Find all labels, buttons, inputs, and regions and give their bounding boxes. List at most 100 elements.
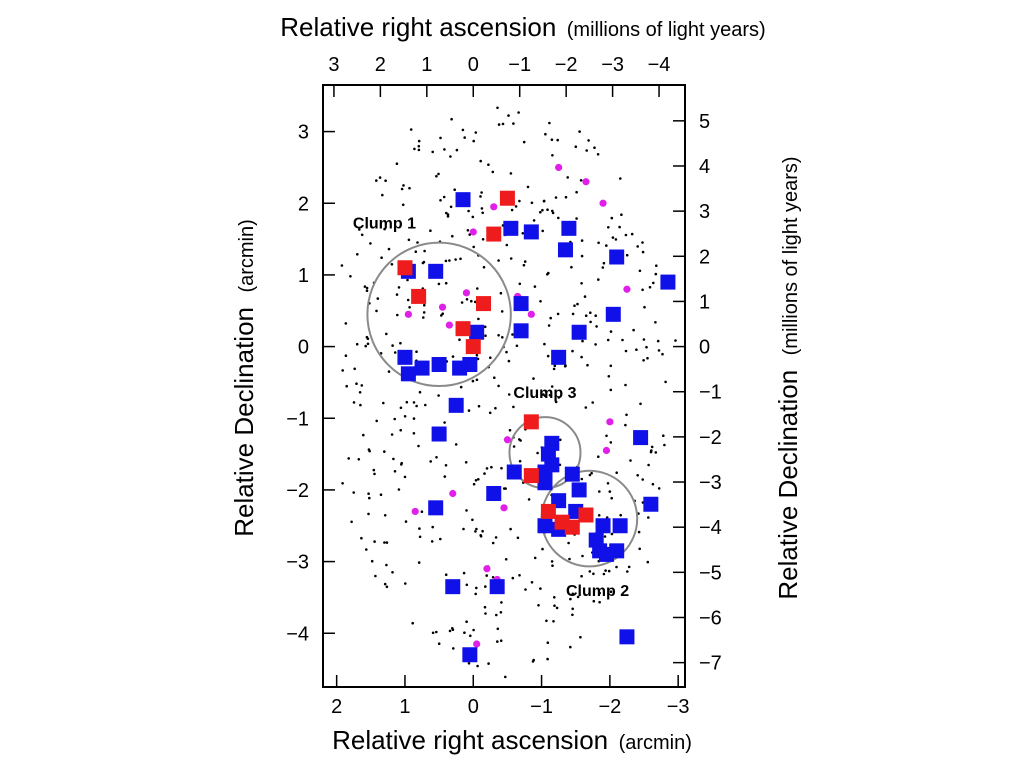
galaxy-dot	[465, 509, 468, 512]
galaxy-dot	[358, 391, 362, 394]
blue-square-point	[400, 366, 416, 382]
galaxy-dot	[642, 338, 646, 341]
left-tick-label: 2	[298, 193, 309, 215]
galaxy-dot	[524, 588, 527, 591]
red-square-point	[486, 226, 502, 242]
left-tick-label: −4	[286, 623, 309, 645]
galaxy-dot	[554, 196, 558, 199]
magenta-dot-point	[527, 310, 535, 318]
galaxy-dot	[487, 163, 490, 166]
galaxy-dot	[632, 328, 635, 332]
galaxy-dot	[609, 590, 613, 593]
galaxy-dot	[518, 282, 522, 286]
galaxy-dot	[414, 250, 418, 253]
top-axis-title-main: Relative right ascension	[280, 12, 556, 42]
blue-square-point	[486, 486, 502, 501]
magenta-dot-point	[503, 436, 512, 444]
galaxy-dot	[550, 385, 554, 388]
galaxy-dot	[397, 286, 401, 289]
blue-square-point	[619, 629, 635, 645]
galaxy-dot	[357, 458, 361, 461]
galaxy-dot	[587, 139, 590, 142]
galaxy-dot	[471, 215, 475, 219]
galaxy-dot	[522, 140, 526, 144]
galaxy-dot	[514, 205, 518, 208]
galaxy-dot	[610, 216, 614, 220]
galaxy-dot	[611, 236, 615, 239]
galaxy-dot	[370, 559, 374, 563]
galaxy-dot	[352, 491, 356, 494]
galaxy-dot	[489, 356, 492, 360]
galaxy-dot	[580, 239, 584, 242]
galaxy-dot	[384, 179, 387, 182]
galaxy-dot	[378, 176, 382, 179]
galaxy-dot	[545, 619, 548, 623]
galaxy-dot	[521, 232, 525, 235]
bottom-tick-label: 0	[468, 696, 479, 718]
galaxy-dot	[574, 145, 578, 148]
galaxy-dot	[401, 203, 405, 207]
galaxy-dot	[580, 355, 583, 359]
galaxy-dot	[590, 471, 593, 475]
galaxy-dot	[484, 585, 487, 588]
blue-square-point	[551, 349, 567, 365]
right-tick-label: −4	[699, 517, 722, 539]
galaxy-dot	[496, 627, 500, 631]
right-tick-label: −5	[699, 562, 722, 584]
galaxy-dot	[475, 353, 479, 357]
galaxy-dot	[568, 557, 571, 561]
galaxy-dot	[511, 576, 515, 580]
galaxy-dot	[444, 573, 448, 576]
bottom-tick-label: −1	[530, 696, 553, 718]
galaxy-dot	[412, 417, 416, 420]
bottom-tick-label: −3	[667, 696, 690, 718]
galaxy-dot	[474, 131, 478, 134]
clump-label: Clump 2	[566, 583, 629, 600]
galaxy-dot	[467, 662, 471, 665]
galaxy-dot	[365, 286, 369, 290]
galaxy-dot	[602, 261, 606, 265]
galaxy-dot	[462, 571, 466, 575]
magenta-dot-point	[555, 163, 563, 172]
galaxy-dot	[479, 195, 482, 198]
galaxy-dot	[365, 335, 369, 339]
galaxy-dot	[491, 576, 495, 579]
red-square-point	[499, 190, 515, 206]
galaxy-dot	[474, 530, 477, 533]
galaxy-dot	[399, 341, 402, 345]
galaxy-dot	[374, 574, 377, 578]
galaxy-dot	[375, 179, 378, 182]
galaxy-dot	[412, 401, 416, 404]
blue-square-point	[523, 224, 539, 240]
galaxy-dot	[518, 459, 522, 463]
galaxy-dot	[530, 581, 534, 584]
galaxy-dot	[454, 443, 458, 446]
galaxy-dot	[567, 541, 570, 545]
galaxy-dot	[360, 233, 364, 237]
galaxy-dot	[551, 154, 554, 157]
galaxy-dot	[367, 512, 370, 516]
galaxy-dot	[499, 611, 503, 614]
galaxy-dot	[451, 627, 454, 630]
right-tick-label: 0	[699, 337, 710, 359]
galaxy-dot	[491, 170, 495, 174]
galaxy-dot	[511, 333, 514, 336]
galaxy-dot	[483, 605, 487, 609]
galaxy-dot	[393, 470, 397, 473]
galaxy-dot	[624, 349, 628, 353]
galaxy-dot	[365, 548, 368, 551]
galaxy-dot	[635, 348, 638, 352]
galaxy-dot	[504, 675, 507, 679]
right-axis-title-main: Relative Declination	[773, 370, 803, 600]
galaxy-dot	[396, 313, 399, 317]
galaxy-dot	[586, 363, 589, 367]
galaxy-dot	[345, 384, 349, 388]
galaxy-dot	[483, 472, 486, 475]
galaxy-dot	[487, 662, 490, 665]
galaxy-dot	[423, 249, 426, 253]
red-square-point	[523, 414, 539, 430]
galaxy-dot	[475, 527, 478, 531]
galaxy-dot	[501, 336, 504, 339]
blue-square-point	[489, 579, 505, 595]
red-square-point	[523, 468, 539, 484]
